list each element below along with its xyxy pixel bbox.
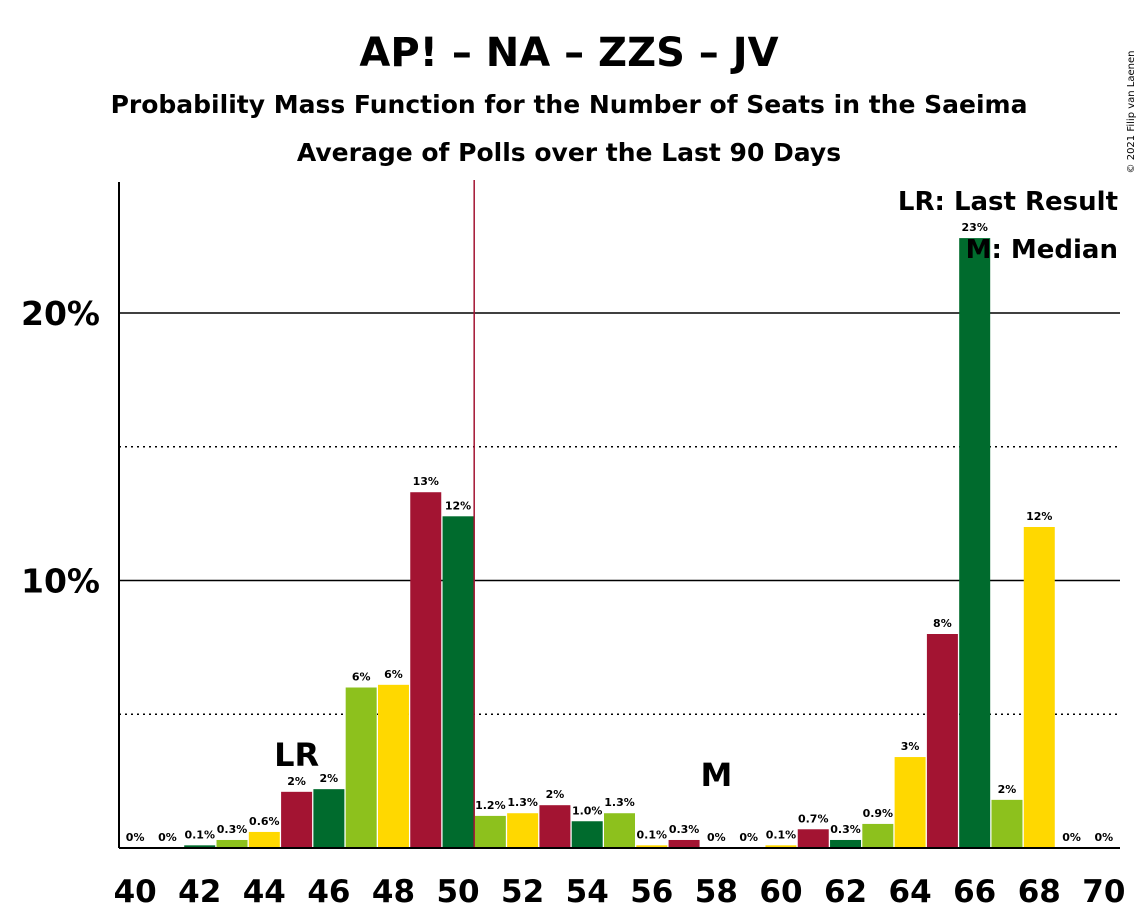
- value-label-47: 6%: [352, 671, 371, 684]
- bars: [184, 238, 1055, 849]
- bar-57: [668, 839, 700, 848]
- legend-median: M: Median: [966, 235, 1118, 265]
- bar-68: [1023, 527, 1055, 848]
- bar-63: [862, 823, 894, 848]
- bar-46: [313, 789, 345, 848]
- bar-54: [571, 821, 603, 848]
- x-tick-46: 46: [307, 874, 350, 910]
- bar-44: [248, 831, 280, 848]
- value-label-50: 12%: [445, 499, 471, 512]
- bar-43: [216, 839, 248, 848]
- last-result-marker: LR: [274, 736, 319, 774]
- median-marker: M: [700, 756, 732, 794]
- chart-subtitle-1: Probability Mass Function for the Number…: [111, 90, 1028, 119]
- value-label-41: 0%: [158, 831, 177, 844]
- bar-50: [442, 516, 474, 848]
- value-label-58: 0%: [707, 831, 726, 844]
- value-label-49: 13%: [413, 475, 439, 488]
- x-tick-70: 70: [1082, 874, 1125, 910]
- bar-55: [604, 813, 635, 848]
- bar-45: [281, 791, 313, 848]
- value-label-52: 1.3%: [507, 796, 538, 809]
- value-label-66: 23%: [962, 221, 988, 234]
- credit-text: © 2021 Filip van Laenen: [1126, 51, 1137, 174]
- x-tick-58: 58: [695, 874, 738, 910]
- bar-60: [765, 845, 797, 848]
- value-labels: 0% 0% 0.1% 0.3%0.6%2% 2%6% 6%13%12%1.2% 1.3%2%…: [126, 221, 1113, 844]
- bar-48: [377, 684, 409, 848]
- value-label-44: 0.6%: [249, 815, 280, 828]
- value-label-68: 12%: [1026, 510, 1052, 523]
- value-label-59: 0%: [739, 831, 758, 844]
- x-tick-64: 64: [889, 874, 932, 910]
- bar-51: [474, 815, 506, 848]
- value-label-55: 1.3%: [604, 796, 635, 809]
- value-label-46: 2%: [320, 772, 339, 785]
- bar-64: [894, 757, 926, 848]
- x-tick-62: 62: [824, 874, 867, 910]
- x-tick-48: 48: [372, 874, 415, 910]
- value-label-67: 2%: [998, 783, 1017, 796]
- x-tick-54: 54: [566, 874, 609, 910]
- value-label-65: 8%: [933, 617, 952, 630]
- value-label-61: 0.7%: [798, 812, 829, 825]
- value-label-70: 0%: [1095, 831, 1114, 844]
- value-label-45: 2%: [287, 775, 306, 788]
- y-tick-20: 20%: [21, 294, 100, 333]
- x-tick-42: 42: [178, 874, 221, 910]
- bar-66: [959, 238, 991, 849]
- y-tick-10: 10%: [21, 562, 100, 601]
- x-tick-66: 66: [953, 874, 996, 910]
- bar-52: [507, 813, 539, 848]
- bar-49: [410, 492, 442, 848]
- value-label-48: 6%: [384, 668, 403, 681]
- x-tick-44: 44: [243, 874, 286, 910]
- x-tick-40: 40: [114, 874, 157, 910]
- value-label-69: 0%: [1062, 831, 1081, 844]
- bar-53: [539, 805, 571, 848]
- x-tick-56: 56: [630, 874, 673, 910]
- x-tick-60: 60: [759, 874, 802, 910]
- bar-67: [991, 799, 1023, 848]
- value-label-62: 0.3%: [830, 823, 861, 836]
- axes: [118, 180, 1120, 849]
- x-tick-68: 68: [1018, 874, 1061, 910]
- value-label-64: 3%: [901, 740, 920, 753]
- chart-title: AP! – NA – ZZS – JV: [359, 30, 778, 76]
- value-label-56: 0.1%: [637, 828, 668, 841]
- legend-last-result: LR: Last Result: [898, 187, 1118, 217]
- value-label-51: 1.2%: [475, 799, 506, 812]
- bar-56: [636, 845, 668, 848]
- bar-62: [830, 839, 862, 848]
- value-label-60: 0.1%: [766, 828, 797, 841]
- value-label-43: 0.3%: [217, 823, 248, 836]
- bar-42: [184, 845, 216, 848]
- x-tick-labels: 40 42 44 46 48 50 52 54 56 58 60 62 64 66 68 70: [114, 874, 1126, 910]
- bar-61: [797, 829, 829, 848]
- x-tick-50: 50: [436, 874, 479, 910]
- markers: LR M: [274, 736, 732, 794]
- value-label-40: 0%: [126, 831, 145, 844]
- value-label-53: 2%: [546, 788, 565, 801]
- x-tick-52: 52: [501, 874, 544, 910]
- bar-65: [926, 634, 958, 848]
- value-label-54: 1.0%: [572, 804, 603, 817]
- chart-subtitle-2: Average of Polls over the Last 90 Days: [297, 138, 841, 167]
- value-label-57: 0.3%: [669, 823, 700, 836]
- value-label-63: 0.9%: [863, 807, 894, 820]
- y-tick-labels: 10% 20%: [21, 294, 100, 601]
- value-label-42: 0.1%: [184, 828, 215, 841]
- bar-47: [345, 687, 377, 848]
